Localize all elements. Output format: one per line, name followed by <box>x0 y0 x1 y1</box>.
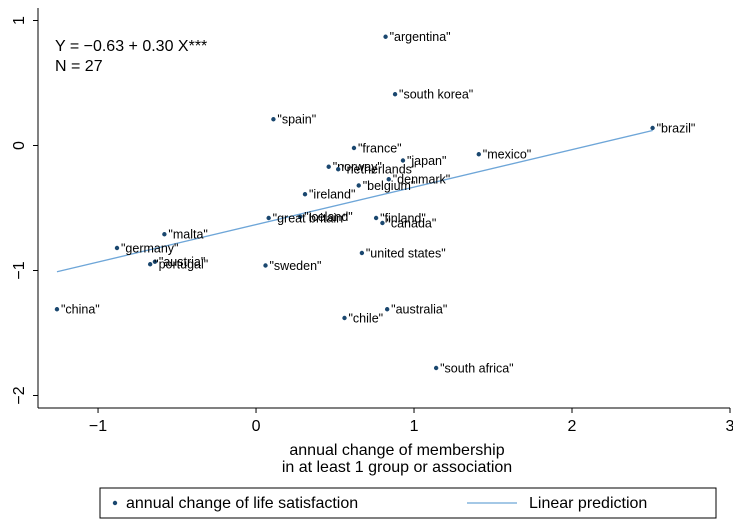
legend-label: Linear prediction <box>529 495 647 512</box>
x-tick-label: 2 <box>568 418 577 435</box>
y-tick-label: 0 <box>11 141 28 150</box>
point <box>326 164 331 169</box>
point <box>152 259 158 264</box>
point <box>359 250 365 256</box>
point-label: "austria" <box>159 255 205 269</box>
point-label: "netherlands" <box>342 163 416 177</box>
point-label: "france" <box>358 141 402 155</box>
point-label: "ireland" <box>309 188 355 202</box>
point <box>392 92 398 97</box>
point-label: "mexico" <box>483 148 531 162</box>
point <box>54 307 60 312</box>
point <box>384 307 390 312</box>
point <box>342 315 347 321</box>
point-label: "iceland" <box>304 210 353 224</box>
point <box>356 183 361 188</box>
point <box>266 215 271 221</box>
point-label: "chile" <box>349 311 384 325</box>
point-label: "brazil" <box>657 121 696 135</box>
x-tick-label: 0 <box>252 418 261 435</box>
point-label: "sweden" <box>270 259 322 273</box>
point <box>147 262 153 267</box>
point <box>433 365 439 371</box>
legend-box <box>99 487 717 519</box>
point-label: "germany" <box>121 241 179 255</box>
point-label: "china" <box>61 303 100 317</box>
point <box>298 214 303 219</box>
point-label: "japan" <box>407 154 446 168</box>
x-tick-label: 1 <box>410 418 419 435</box>
fit-line <box>56 129 653 273</box>
point-label: "great britain" <box>273 211 348 225</box>
legend-label: annual change of life satisfaction <box>126 495 358 512</box>
point-label: "south korea" <box>399 88 473 102</box>
x-axis-title: in at least 1 group or association <box>282 459 512 476</box>
point <box>400 158 406 163</box>
point <box>162 232 167 237</box>
point <box>386 177 391 182</box>
point <box>476 152 481 157</box>
point-label: "south africa" <box>440 361 513 375</box>
point <box>114 245 120 251</box>
point <box>302 192 308 197</box>
point-label: "canada" <box>386 216 436 230</box>
point <box>650 125 655 131</box>
point-label: "spain" <box>277 113 316 127</box>
annotation: Y = −0.63 + 0.30 X*** <box>55 38 207 55</box>
y-tick-label: −1 <box>11 261 28 279</box>
point-label: "united states" <box>366 246 446 260</box>
legend-marker <box>112 500 118 506</box>
point <box>271 117 276 122</box>
point-label: "norway" <box>333 160 382 174</box>
x-tick-label: 3 <box>726 418 733 435</box>
x-axis-title: annual change of membership <box>289 442 504 459</box>
point-label: "australia" <box>391 303 447 317</box>
point <box>263 263 268 268</box>
x-tick-label: −1 <box>89 418 107 435</box>
point-label: "portugal" <box>154 258 208 272</box>
point-label: "argentina" <box>390 30 451 44</box>
point-label: "finland" <box>380 211 426 225</box>
point <box>380 220 385 226</box>
point <box>373 215 379 221</box>
point-label: "malta" <box>168 228 207 242</box>
point <box>351 145 357 151</box>
point <box>335 167 341 172</box>
y-tick-label: 1 <box>11 16 28 25</box>
annotation: N = 27 <box>55 58 103 75</box>
point <box>383 34 388 39</box>
point-label: "belgium" <box>363 179 416 193</box>
point-label: "denmark" <box>393 173 451 187</box>
y-tick-label: −2 <box>11 386 28 404</box>
